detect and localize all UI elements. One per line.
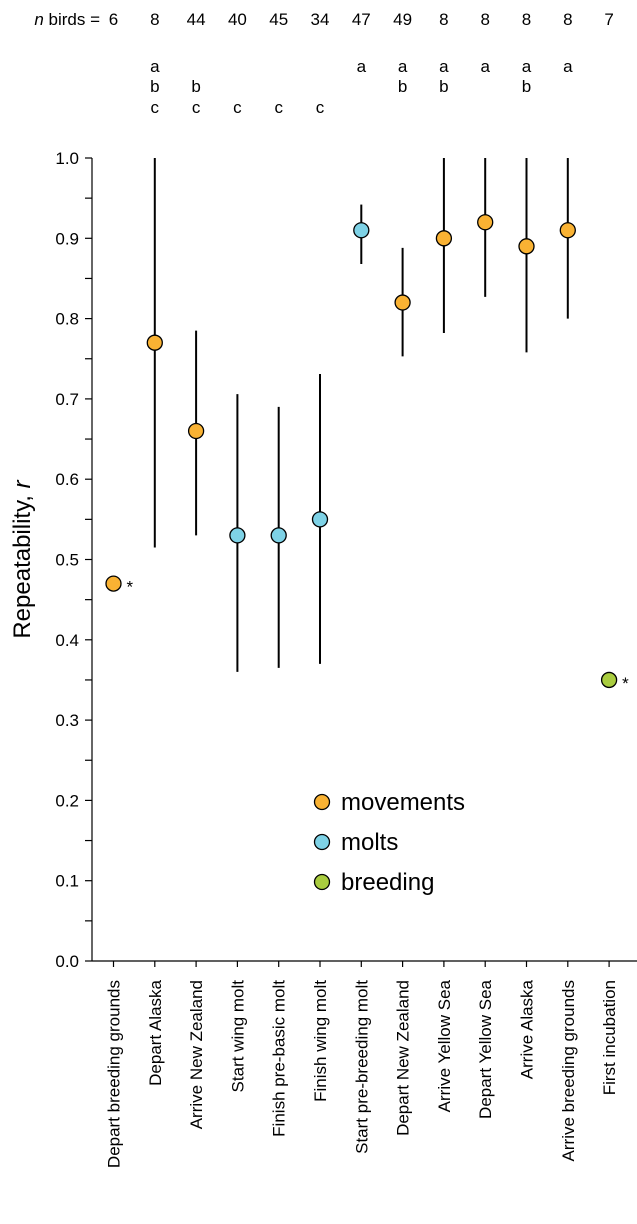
data-point bbox=[394, 294, 411, 311]
n-birds-value: 7 bbox=[604, 10, 613, 29]
x-tick-label: Finish pre-basic molt bbox=[270, 980, 289, 1137]
y-tick-label: 0.6 bbox=[55, 470, 79, 489]
data-point bbox=[187, 422, 205, 440]
data-point bbox=[435, 230, 453, 247]
significance-asterisk: * bbox=[622, 674, 629, 693]
data-point bbox=[477, 214, 494, 231]
group-letter: c bbox=[151, 98, 160, 117]
y-tick-label: 0.3 bbox=[55, 711, 79, 730]
y-tick-label: 1.0 bbox=[55, 149, 79, 168]
y-axis-label-text: Repeatability, bbox=[9, 488, 36, 638]
data-point bbox=[600, 671, 618, 689]
data-point bbox=[229, 527, 246, 544]
group-letter: b bbox=[439, 77, 448, 96]
data-point bbox=[146, 334, 163, 351]
axes: 0.0 0.1 0.2 0.3 0.4 0.5 0.6 0.7 0.8 0.9 1.0 Repeata… bbox=[9, 149, 637, 1168]
group-letter: b bbox=[522, 77, 531, 96]
y-tick-label: 0.0 bbox=[55, 952, 79, 971]
legend-marker bbox=[313, 833, 331, 851]
n-birds-value: 34 bbox=[311, 10, 330, 29]
y-tick-label: 0.7 bbox=[55, 390, 79, 409]
y-tick-label: 0.8 bbox=[55, 310, 79, 329]
n-birds-value: 8 bbox=[522, 10, 531, 29]
group-letter: c bbox=[233, 98, 242, 117]
y-tick-label: 0.4 bbox=[55, 631, 79, 650]
n-birds-label-n: n bbox=[34, 10, 48, 29]
n-birds-value: 8 bbox=[563, 10, 572, 29]
group-letter: b bbox=[191, 77, 200, 96]
x-tick-label: First incubation bbox=[600, 980, 619, 1095]
group-letter: a bbox=[522, 57, 532, 76]
data-point bbox=[270, 527, 287, 544]
data-point bbox=[105, 575, 122, 592]
x-tick-label: Start pre-breeding molt bbox=[352, 980, 371, 1154]
group-letter: b bbox=[398, 77, 407, 96]
x-tick-label: Finish wing molt bbox=[311, 980, 330, 1102]
n-birds-value: 49 bbox=[393, 10, 412, 29]
y-tick-label: 0.2 bbox=[55, 791, 79, 810]
data-point bbox=[353, 222, 370, 239]
legend: movements molts breeding bbox=[313, 789, 465, 896]
legend-label: molts bbox=[341, 829, 398, 856]
data-point bbox=[518, 238, 535, 255]
n-birds-value: 8 bbox=[439, 10, 448, 29]
x-tick-label: Depart Yellow Sea bbox=[476, 979, 495, 1118]
n-birds-value: 8 bbox=[480, 10, 489, 29]
group-letter: a bbox=[150, 57, 160, 76]
x-tick-label: Start wing molt bbox=[228, 980, 247, 1093]
x-tick-label: Depart New Zealand bbox=[394, 980, 413, 1136]
group-letter: c bbox=[274, 98, 283, 117]
data-marks: ** bbox=[105, 158, 629, 693]
x-tick-label: Depart breeding grounds bbox=[105, 980, 124, 1168]
n-birds-label: n birds = bbox=[34, 10, 100, 29]
group-letter: a bbox=[480, 57, 490, 76]
group-letter: c bbox=[316, 98, 325, 117]
x-tick-label: Depart Alaska bbox=[146, 979, 165, 1085]
y-tick-label: 0.5 bbox=[55, 551, 79, 570]
n-birds-value: 44 bbox=[187, 10, 206, 29]
data-point bbox=[311, 511, 329, 528]
group-letter: a bbox=[357, 57, 367, 76]
y-tick-label: 0.9 bbox=[55, 229, 79, 248]
y-tick-label: 0.1 bbox=[55, 872, 79, 891]
y-axis-label: Repeatability, r bbox=[9, 479, 36, 638]
legend-marker bbox=[313, 793, 331, 811]
significance-asterisk: * bbox=[127, 578, 134, 597]
group-letter: a bbox=[439, 57, 449, 76]
n-birds-value: 47 bbox=[352, 10, 371, 29]
y-axis-label-variable: r bbox=[9, 479, 36, 488]
group-letter: b bbox=[150, 77, 159, 96]
n-birds-label-rest: birds = bbox=[49, 10, 101, 29]
legend-marker bbox=[313, 873, 331, 891]
x-tick-label: Arrive Alaska bbox=[518, 979, 537, 1079]
data-point bbox=[559, 222, 576, 239]
x-tick-label: Arrive New Zealand bbox=[187, 980, 206, 1129]
n-birds-value: 45 bbox=[269, 10, 288, 29]
n-birds-value: 40 bbox=[228, 10, 247, 29]
group-letter: c bbox=[192, 98, 201, 117]
legend-label: movements bbox=[341, 789, 465, 816]
group-letter: a bbox=[563, 57, 573, 76]
legend-label: breeding bbox=[341, 869, 434, 896]
group-letter: a bbox=[398, 57, 408, 76]
x-tick-label: Arrive breeding grounds bbox=[559, 980, 578, 1161]
n-birds-value: 6 bbox=[109, 10, 118, 29]
n-birds-value: 8 bbox=[150, 10, 159, 29]
x-tick-label: Arrive Yellow Sea bbox=[435, 979, 454, 1112]
